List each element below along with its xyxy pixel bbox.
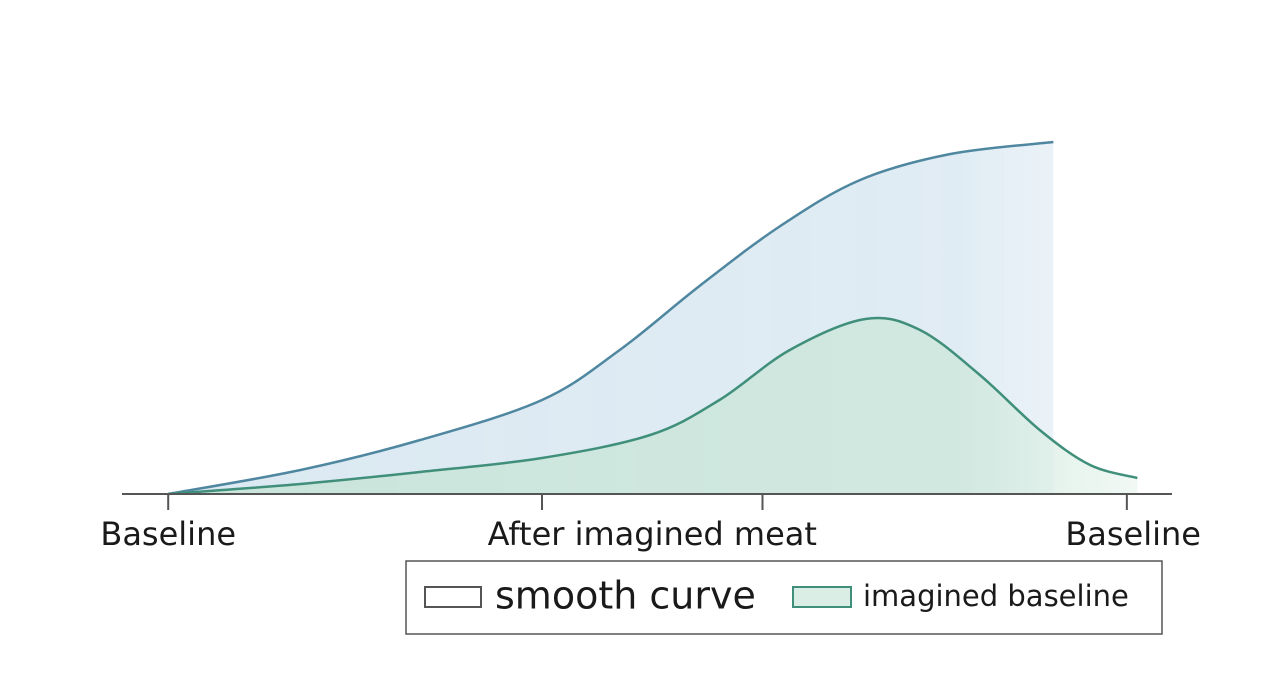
legend-label: imagined baseline <box>863 579 1129 613</box>
legend-label: smooth curve <box>495 574 756 618</box>
legend-box <box>405 560 1163 635</box>
area-fills <box>168 142 1138 494</box>
x-tick-label: After imagined meat <box>488 515 817 553</box>
legend-swatch <box>792 586 852 608</box>
line <box>167 140 1054 496</box>
x-tick-label: Baseline <box>100 515 236 553</box>
area-fill <box>168 317 1138 494</box>
line <box>168 316 1138 496</box>
plot-area <box>122 140 1172 510</box>
x-tick-label: Baseline <box>1065 515 1201 553</box>
legend-swatch <box>424 586 482 608</box>
